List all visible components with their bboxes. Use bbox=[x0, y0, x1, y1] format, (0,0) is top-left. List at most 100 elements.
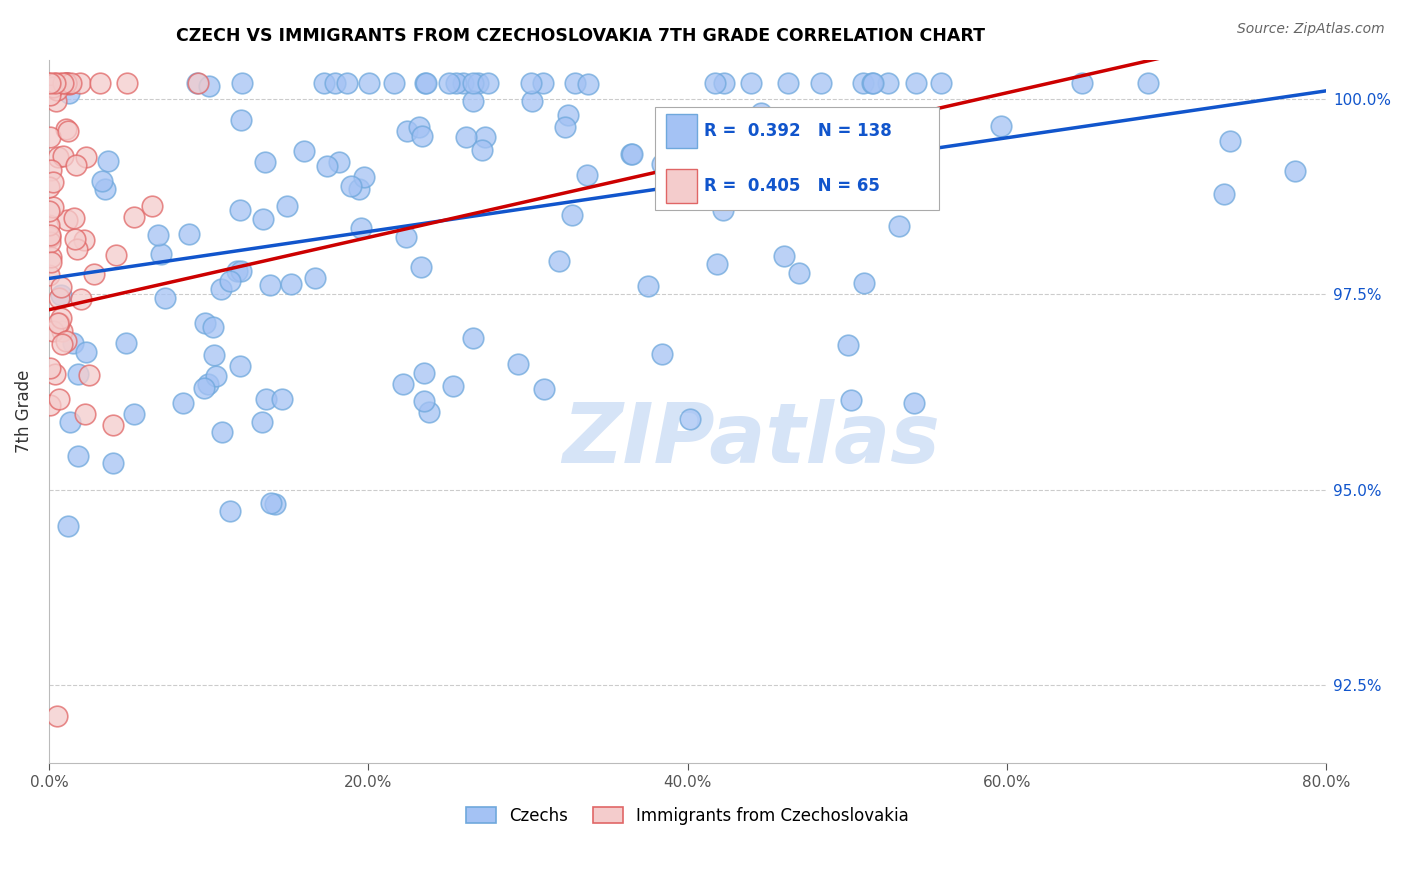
Point bbox=[929, 76, 952, 90]
Point bbox=[41, 250, 63, 264]
Point bbox=[56, 76, 79, 90]
Point bbox=[411, 128, 433, 143]
Point bbox=[124, 407, 146, 421]
Point bbox=[806, 175, 828, 189]
Point bbox=[564, 76, 586, 90]
Point bbox=[83, 267, 105, 281]
Point bbox=[260, 496, 283, 510]
Point bbox=[51, 279, 73, 293]
Point bbox=[194, 316, 217, 330]
Point bbox=[39, 162, 62, 177]
Point bbox=[520, 95, 543, 109]
Point bbox=[1213, 186, 1236, 201]
Point bbox=[259, 277, 281, 292]
Point bbox=[39, 254, 62, 268]
Point bbox=[51, 310, 73, 325]
Point bbox=[56, 124, 79, 138]
Point bbox=[211, 425, 233, 439]
Point bbox=[323, 76, 346, 90]
Point bbox=[55, 121, 77, 136]
Point bbox=[201, 319, 224, 334]
Point bbox=[46, 709, 69, 723]
Point bbox=[250, 415, 273, 429]
Point bbox=[38, 268, 60, 282]
Point bbox=[56, 76, 79, 90]
Point bbox=[912, 153, 935, 168]
Point bbox=[89, 76, 111, 90]
Point bbox=[336, 76, 359, 90]
Point bbox=[218, 503, 240, 517]
Point bbox=[67, 449, 90, 463]
Point bbox=[413, 76, 436, 90]
Point bbox=[877, 76, 900, 90]
Point bbox=[72, 233, 94, 247]
Point bbox=[103, 418, 125, 433]
Point bbox=[382, 76, 405, 90]
Point bbox=[38, 218, 60, 232]
Point bbox=[252, 211, 274, 226]
Point bbox=[55, 76, 77, 90]
Point bbox=[219, 274, 242, 288]
Point bbox=[38, 88, 60, 103]
Point bbox=[38, 179, 60, 194]
Text: R =  0.392   N = 138: R = 0.392 N = 138 bbox=[704, 122, 893, 140]
Point bbox=[44, 76, 66, 90]
Point bbox=[75, 345, 97, 359]
Point bbox=[395, 230, 418, 244]
Point bbox=[66, 242, 89, 256]
Y-axis label: 7th Grade: 7th Grade bbox=[15, 369, 32, 453]
Point bbox=[711, 203, 734, 218]
Point bbox=[474, 129, 496, 144]
Point bbox=[304, 271, 326, 285]
Point bbox=[146, 228, 169, 243]
Point bbox=[73, 407, 96, 421]
Point bbox=[63, 211, 86, 225]
Point bbox=[197, 376, 219, 391]
Point bbox=[231, 112, 253, 127]
Point bbox=[315, 159, 337, 173]
Point bbox=[65, 158, 87, 172]
Point bbox=[177, 227, 200, 241]
Point bbox=[860, 76, 883, 90]
Point bbox=[38, 203, 60, 218]
Point bbox=[554, 120, 576, 135]
Point bbox=[776, 76, 799, 90]
Point bbox=[153, 291, 176, 305]
Point bbox=[620, 146, 643, 161]
Point bbox=[446, 76, 468, 90]
Point bbox=[392, 377, 415, 392]
Point bbox=[198, 78, 221, 93]
Point bbox=[202, 348, 225, 362]
Point bbox=[339, 178, 361, 193]
Point bbox=[328, 154, 350, 169]
Point bbox=[706, 257, 728, 271]
Point bbox=[772, 249, 794, 263]
Point bbox=[149, 246, 172, 260]
Point bbox=[454, 129, 477, 144]
Point bbox=[229, 264, 252, 278]
Point bbox=[186, 76, 208, 90]
Point bbox=[728, 163, 751, 178]
Point bbox=[231, 76, 253, 90]
Point bbox=[655, 184, 678, 198]
Point bbox=[575, 168, 598, 182]
Point bbox=[101, 457, 124, 471]
Point bbox=[39, 230, 62, 244]
Point bbox=[292, 144, 315, 158]
Point bbox=[122, 211, 145, 225]
Point bbox=[359, 76, 381, 90]
Point bbox=[141, 199, 163, 213]
Text: Source: ZipAtlas.com: Source: ZipAtlas.com bbox=[1237, 22, 1385, 37]
Point bbox=[38, 361, 60, 376]
Point bbox=[75, 150, 97, 164]
Point bbox=[349, 221, 371, 235]
Point bbox=[520, 76, 543, 90]
Point bbox=[439, 76, 461, 90]
Point bbox=[451, 76, 474, 90]
Point bbox=[651, 157, 673, 171]
Point bbox=[115, 76, 138, 90]
Point bbox=[271, 392, 294, 406]
Point bbox=[62, 335, 84, 350]
Point bbox=[254, 392, 277, 406]
Point bbox=[415, 76, 437, 90]
